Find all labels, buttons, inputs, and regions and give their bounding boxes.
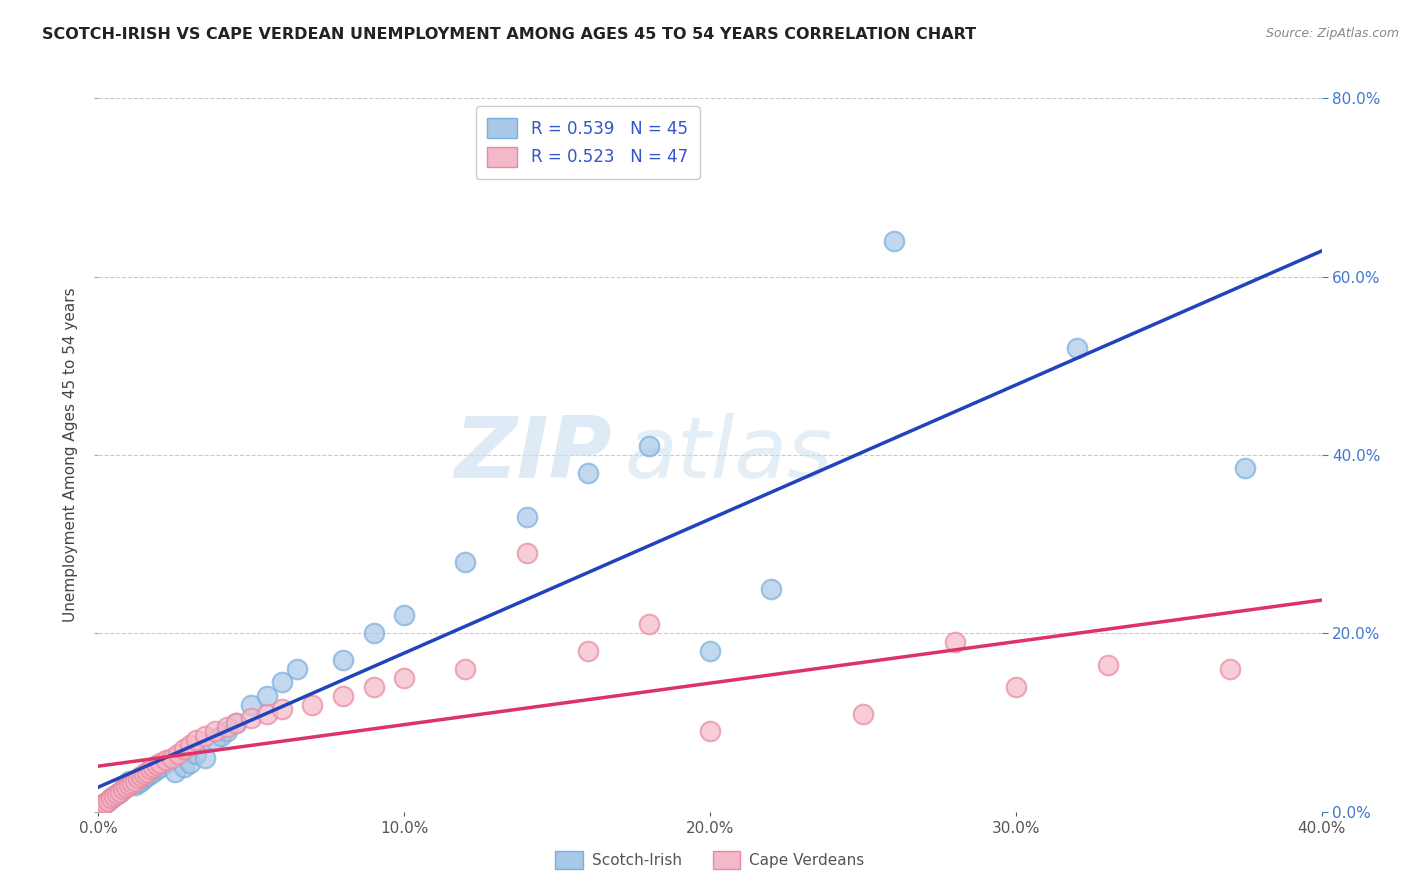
Point bbox=[136, 764, 159, 779]
Point bbox=[105, 787, 128, 801]
Point bbox=[1234, 461, 1257, 475]
Point bbox=[454, 662, 477, 676]
Text: atlas: atlas bbox=[624, 413, 832, 497]
Point bbox=[454, 555, 477, 569]
Point bbox=[363, 626, 385, 640]
Point bbox=[1004, 680, 1026, 694]
Point bbox=[943, 635, 966, 649]
Y-axis label: Unemployment Among Ages 45 to 54 years: Unemployment Among Ages 45 to 54 years bbox=[63, 287, 79, 623]
Point bbox=[118, 778, 141, 792]
Point bbox=[97, 794, 120, 808]
Text: SCOTCH-IRISH VS CAPE VERDEAN UNEMPLOYMENT AMONG AGES 45 TO 54 YEARS CORRELATION : SCOTCH-IRISH VS CAPE VERDEAN UNEMPLOYMEN… bbox=[42, 27, 976, 42]
Point bbox=[100, 791, 122, 805]
Legend: Scotch-Irish, Cape Verdeans: Scotch-Irish, Cape Verdeans bbox=[550, 845, 870, 875]
Point bbox=[163, 764, 186, 779]
Point bbox=[392, 608, 416, 623]
Point bbox=[363, 680, 385, 694]
Point bbox=[332, 653, 354, 667]
Point bbox=[108, 785, 131, 799]
Point bbox=[160, 751, 183, 765]
Point bbox=[699, 644, 721, 658]
Point bbox=[111, 782, 134, 797]
Point bbox=[285, 662, 308, 676]
Point bbox=[139, 767, 162, 781]
Point bbox=[699, 724, 721, 739]
Point bbox=[145, 762, 167, 776]
Point bbox=[215, 724, 238, 739]
Point bbox=[256, 689, 278, 703]
Point bbox=[103, 789, 125, 803]
Point bbox=[516, 510, 538, 524]
Point bbox=[139, 762, 162, 776]
Point bbox=[93, 796, 115, 810]
Point bbox=[124, 778, 146, 792]
Point bbox=[108, 785, 131, 799]
Point bbox=[136, 769, 159, 783]
Point bbox=[127, 771, 149, 785]
Point bbox=[301, 698, 323, 712]
Point bbox=[134, 767, 156, 781]
Point bbox=[103, 789, 125, 803]
Point bbox=[142, 760, 165, 774]
Point bbox=[240, 711, 263, 725]
Point bbox=[167, 747, 190, 761]
Point bbox=[118, 773, 141, 788]
Point bbox=[1219, 662, 1241, 676]
Point bbox=[90, 797, 112, 812]
Point bbox=[124, 773, 146, 788]
Point bbox=[121, 776, 143, 790]
Point bbox=[637, 617, 661, 632]
Point bbox=[332, 689, 354, 703]
Point bbox=[852, 706, 875, 721]
Point bbox=[270, 675, 292, 690]
Point bbox=[115, 780, 138, 794]
Text: Source: ZipAtlas.com: Source: ZipAtlas.com bbox=[1265, 27, 1399, 40]
Point bbox=[186, 747, 208, 761]
Point bbox=[225, 715, 247, 730]
Point bbox=[256, 706, 278, 721]
Point bbox=[173, 760, 195, 774]
Point bbox=[883, 234, 905, 248]
Point bbox=[127, 776, 149, 790]
Point bbox=[194, 751, 217, 765]
Point bbox=[111, 782, 134, 797]
Point bbox=[179, 756, 201, 770]
Point bbox=[155, 756, 177, 770]
Point bbox=[204, 724, 226, 739]
Point bbox=[576, 644, 599, 658]
Point bbox=[179, 738, 201, 752]
Point bbox=[100, 791, 122, 805]
Point bbox=[145, 758, 167, 772]
Point bbox=[186, 733, 208, 747]
Point bbox=[215, 720, 238, 734]
Point bbox=[129, 773, 152, 788]
Point bbox=[516, 546, 538, 560]
Point bbox=[204, 733, 226, 747]
Point bbox=[759, 582, 782, 596]
Point bbox=[392, 671, 416, 685]
Point bbox=[134, 771, 156, 785]
Point bbox=[105, 787, 128, 801]
Point bbox=[149, 756, 172, 770]
Point bbox=[270, 702, 292, 716]
Point bbox=[637, 439, 661, 453]
Point bbox=[93, 796, 115, 810]
Point bbox=[129, 769, 152, 783]
Point bbox=[194, 729, 217, 743]
Point bbox=[118, 778, 141, 792]
Point bbox=[209, 729, 232, 743]
Point bbox=[97, 794, 120, 808]
Text: ZIP: ZIP bbox=[454, 413, 612, 497]
Point bbox=[225, 715, 247, 730]
Point bbox=[1097, 657, 1119, 672]
Point bbox=[576, 466, 599, 480]
Point bbox=[1066, 341, 1088, 355]
Point bbox=[142, 764, 165, 779]
Point bbox=[173, 742, 195, 756]
Point bbox=[240, 698, 263, 712]
Point bbox=[149, 760, 172, 774]
Point bbox=[155, 753, 177, 767]
Point bbox=[115, 780, 138, 794]
